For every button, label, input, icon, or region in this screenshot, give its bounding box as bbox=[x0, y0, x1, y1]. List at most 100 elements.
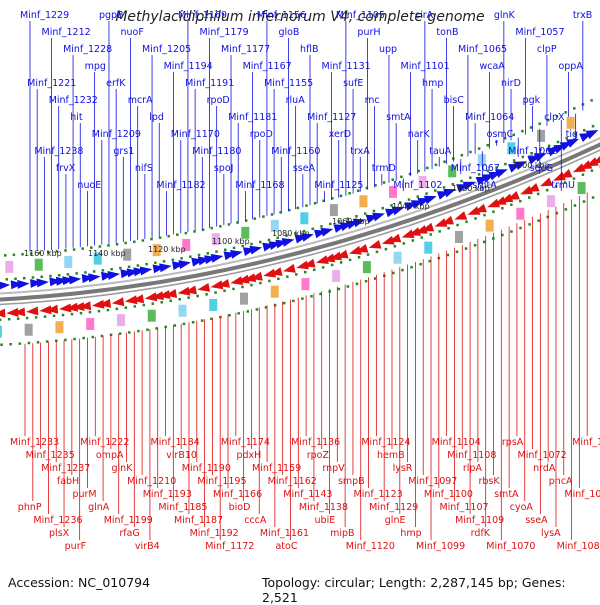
tick-dot-inner bbox=[0, 319, 1, 322]
tick-dot-outer bbox=[268, 239, 271, 242]
tick-dot-outer bbox=[592, 125, 595, 128]
tick-dot-inner2 bbox=[174, 324, 177, 327]
tick-dot-inner bbox=[447, 227, 450, 230]
tick-dot-outer2 bbox=[538, 123, 541, 126]
tick-dot-inner2 bbox=[237, 312, 240, 315]
tick-dot-outer bbox=[425, 192, 428, 195]
gene-label: Minf_1136 bbox=[291, 437, 340, 448]
gene-label: fabH bbox=[57, 476, 79, 487]
tick-dot-inner bbox=[429, 233, 432, 236]
gene-label: tig bbox=[566, 129, 578, 140]
tick-dot-inner bbox=[412, 239, 415, 242]
tick-dot-outer2 bbox=[210, 227, 213, 230]
tick-dot-outer bbox=[6, 278, 9, 281]
gene-label: narK bbox=[408, 129, 431, 140]
tick-dot-inner bbox=[474, 217, 477, 220]
tick-dot-inner bbox=[223, 290, 226, 293]
tick-dot-outer bbox=[172, 259, 175, 262]
tick-dot-outer2 bbox=[124, 242, 127, 245]
gene-label: glnA bbox=[88, 502, 110, 513]
gene-label: cccA bbox=[244, 515, 267, 526]
tick-dot-outer2 bbox=[64, 249, 67, 252]
gene-label: Minf_1172 bbox=[205, 541, 254, 552]
gene-label: pgpB bbox=[99, 10, 124, 21]
feature-block bbox=[486, 220, 494, 232]
tick-dot-outer bbox=[224, 249, 227, 252]
tick-dot-inner bbox=[304, 271, 307, 274]
tick-dot-inner bbox=[340, 261, 343, 264]
gene-label: trmD bbox=[372, 163, 396, 174]
feature-block bbox=[332, 270, 340, 282]
gene-label: Minf_1187 bbox=[174, 515, 223, 526]
tick-dot-inner2 bbox=[283, 302, 286, 305]
gene-label: Minf_1192 bbox=[190, 528, 239, 539]
tick-dot-inner bbox=[465, 221, 468, 224]
gene-label: ompA bbox=[96, 450, 124, 461]
tick-dot-outer2 bbox=[107, 244, 110, 247]
tick-dot-outer2 bbox=[435, 164, 438, 167]
forward-gene-arrow bbox=[159, 263, 172, 272]
tick-dot-outer bbox=[67, 273, 70, 276]
tick-dot-outer2 bbox=[176, 233, 179, 236]
gene-label: tauA bbox=[429, 146, 452, 157]
tick-dot-outer bbox=[382, 207, 385, 210]
tick-dot-outer2 bbox=[461, 154, 464, 157]
feature-block bbox=[300, 212, 308, 224]
tick-dot-outer2 bbox=[314, 202, 317, 205]
gene-label: Minf_1159 bbox=[252, 463, 301, 474]
tick-dot-inner bbox=[367, 253, 370, 256]
feature-block bbox=[117, 314, 125, 326]
tick-dot-inner bbox=[438, 230, 441, 233]
gene-label: phnP bbox=[18, 502, 42, 513]
tick-dot-inner2 bbox=[37, 341, 40, 344]
tick-dot-inner bbox=[80, 312, 83, 315]
tick-dot-inner bbox=[125, 306, 128, 309]
tick-dot-inner2 bbox=[519, 227, 522, 230]
tick-dot-outer2 bbox=[590, 99, 593, 102]
feature-block bbox=[394, 252, 402, 264]
tick-dot-outer bbox=[102, 269, 105, 272]
gene-label: pdxH bbox=[236, 450, 261, 461]
tick-label: 1120 kbp bbox=[148, 245, 186, 254]
gene-label: Minf_1212 bbox=[42, 27, 91, 38]
feature-block bbox=[516, 208, 524, 220]
gene-label: rnpV bbox=[322, 463, 345, 474]
tick-dot-inner2 bbox=[256, 308, 259, 311]
tick-dot-inner bbox=[421, 236, 424, 239]
tick-dot-inner bbox=[71, 313, 74, 316]
gene-label: rdfK bbox=[471, 528, 491, 539]
gene-label: Minf_1057 bbox=[515, 27, 564, 38]
tick-dot-outer bbox=[84, 271, 87, 274]
tick-dot-inner2 bbox=[19, 342, 22, 345]
feature-block bbox=[363, 261, 371, 273]
gene-label: rnc bbox=[365, 95, 380, 106]
tick-dot-outer bbox=[373, 210, 376, 213]
gene-label: gloB bbox=[278, 27, 299, 38]
gene-label: hemB bbox=[377, 450, 405, 461]
gene-label: erfK bbox=[106, 78, 126, 89]
feature-block bbox=[179, 305, 187, 317]
tick-dot-inner2 bbox=[510, 230, 513, 233]
gene-label: Minf_1108 bbox=[447, 450, 496, 461]
feature-block bbox=[301, 278, 309, 290]
tick-dot-inner bbox=[546, 189, 549, 192]
tick-dot-inner2 bbox=[247, 310, 250, 313]
gene-label: Minf_1065 bbox=[458, 44, 507, 55]
tick-dot-inner2 bbox=[583, 200, 586, 203]
feature-block bbox=[86, 318, 94, 330]
tick-dot-outer bbox=[460, 180, 463, 183]
gene-label: Minf_1124 bbox=[361, 437, 410, 448]
gene-label: sseA bbox=[525, 515, 548, 526]
tick-dot-inner2 bbox=[419, 263, 422, 266]
tick-dot-inner bbox=[456, 224, 459, 227]
tick-dot-inner bbox=[403, 242, 406, 245]
tick-dot-outer bbox=[180, 257, 183, 260]
gene-label: tonB bbox=[436, 27, 458, 38]
gene-label: nuoF bbox=[121, 27, 144, 38]
forward-gene-arrow bbox=[282, 238, 295, 247]
tick-dot-outer bbox=[93, 270, 96, 273]
gene-label: nrdA bbox=[533, 463, 556, 474]
tick-dot-outer bbox=[215, 250, 218, 253]
tick-dot-inner bbox=[8, 318, 11, 321]
forward-gene-arrow bbox=[211, 254, 224, 263]
